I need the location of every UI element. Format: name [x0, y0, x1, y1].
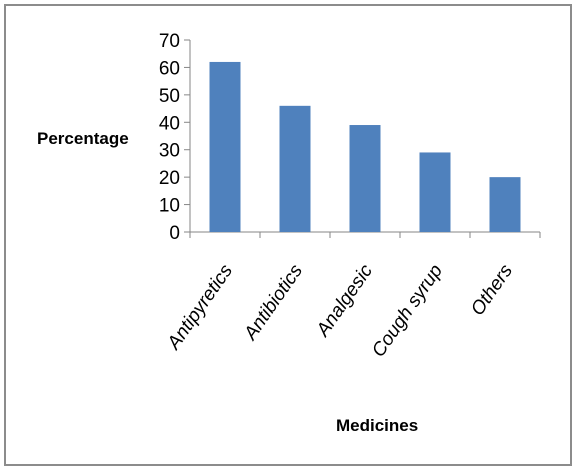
bars	[210, 62, 521, 232]
y-tick-label: 0	[169, 223, 180, 244]
y-tick-label: 10	[159, 196, 180, 217]
y-tick-label: 70	[159, 31, 180, 52]
y-axis-title: Percentage	[37, 129, 129, 148]
x-tick-label: Cough syrup	[368, 261, 447, 361]
bar-antipyretics	[210, 62, 241, 232]
x-tick-label: Antipyretics	[163, 260, 237, 354]
y-tick-label: 40	[159, 113, 180, 134]
bar-others	[490, 177, 521, 232]
y-axis: 0 10 20 30 40 50 60 70	[159, 31, 190, 244]
x-tick-label: Analgesic	[312, 260, 377, 341]
bar-chart: 0 10 20 30 40 50 60 70 Antipyretics Antibiotics A…	[6, 6, 572, 466]
x-tick-label: Others	[467, 260, 517, 319]
y-tick-label: 50	[159, 86, 180, 107]
bar-antibiotics	[280, 106, 311, 232]
bar-cough-syrup	[420, 152, 451, 232]
x-axis	[190, 232, 540, 238]
chart-frame: 0 10 20 30 40 50 60 70 Antipyretics Antibiotics A…	[4, 4, 572, 466]
x-axis-title: Medicines	[336, 416, 418, 435]
bar-analgesic	[350, 125, 381, 232]
y-tick-label: 30	[159, 141, 180, 162]
y-tick-label: 60	[159, 58, 180, 79]
x-tick-label: Antibiotics	[240, 260, 308, 344]
y-tick-label: 20	[159, 168, 180, 189]
